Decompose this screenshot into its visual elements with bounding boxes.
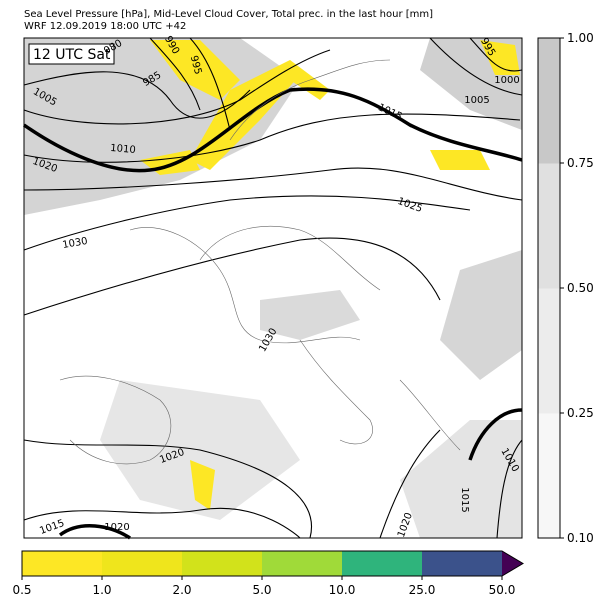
colorbar-bin: [22, 551, 103, 576]
tick-label: 25.0: [409, 583, 436, 597]
map-frame: [23, 37, 523, 539]
colorbar-bin: [538, 288, 560, 414]
colorbar-bin: [538, 413, 560, 539]
time-box: [28, 43, 115, 65]
contour-label: 1010: [110, 143, 136, 156]
title-line: WRF 12.09.2019 18:00 UTC +42: [24, 21, 186, 32]
time-label: 12 UTC Sat: [33, 47, 111, 63]
coastlines: [59, 59, 461, 465]
colorbar-bin: [538, 163, 560, 289]
colorbar-bin: [422, 551, 503, 576]
tick-label: 1.00: [567, 31, 594, 45]
tick-label: 0.25: [567, 406, 594, 420]
contour-label: 1020: [104, 522, 129, 533]
colorbar-frame: [21, 550, 524, 577]
tick-label: 0.10: [567, 531, 594, 545]
title-line: Sea Level Pressure [hPa], Mid-Level Clou…: [24, 9, 433, 20]
isobars: [23, 37, 523, 539]
colorbar-bin: [102, 551, 183, 576]
colorbar-bin: [182, 551, 263, 576]
map: 12 UTC Sat: [23, 37, 523, 540]
contour-label: 1015: [459, 487, 470, 512]
colorbar-bin: [262, 551, 343, 576]
tick-label: 50.0: [489, 583, 516, 597]
colorbar-extension: [502, 551, 523, 576]
contour-label: 995: [188, 54, 204, 75]
colorbar-bin: [342, 551, 423, 576]
contour-label: 1000: [494, 75, 519, 86]
tick-label: 2.0: [172, 583, 191, 597]
contour-label: 1030: [62, 236, 89, 251]
tick-label: 10.0: [329, 583, 356, 597]
tick-label: 0.5: [12, 583, 31, 597]
contour-label: 1005: [464, 95, 489, 106]
tick-label: 0.75: [567, 156, 594, 170]
tick-label: 5.0: [252, 583, 271, 597]
reference-isobar: [23, 87, 523, 540]
tick-label: 1.0: [92, 583, 111, 597]
colorbar-bin: [538, 38, 560, 164]
tick-label: 0.50: [567, 281, 594, 295]
